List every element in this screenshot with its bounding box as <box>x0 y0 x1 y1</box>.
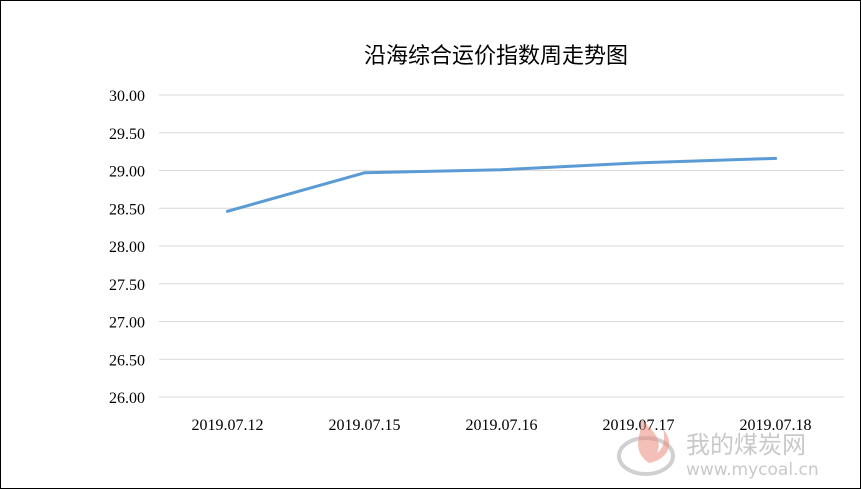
y-tick-label: 29.00 <box>109 164 145 181</box>
data-point <box>637 161 640 165</box>
grid-lines <box>159 94 844 398</box>
watermark-site-name: 我的煤炭网 <box>686 431 806 459</box>
y-tick-label: 28.00 <box>109 239 145 256</box>
x-tick-label: 2019.07.12 <box>192 417 264 434</box>
x-tick-label: 2019.07.16 <box>466 417 538 434</box>
watermark-url: www.mycoal.cn <box>686 460 819 480</box>
watermark: 我的煤炭网 www.mycoal.cn <box>617 419 819 480</box>
data-point <box>774 156 777 160</box>
y-tick-label: 27.00 <box>109 315 145 332</box>
data-point <box>500 168 503 172</box>
x-tick-label: 2019.07.17 <box>603 417 675 434</box>
x-tick-label: 2019.07.18 <box>740 417 812 434</box>
y-tick-label: 26.50 <box>109 352 145 369</box>
series-line <box>226 156 777 213</box>
series-layer <box>226 156 777 213</box>
y-tick-label: 27.50 <box>109 277 145 294</box>
y-tick-label: 29.50 <box>109 126 145 143</box>
y-tick-label: 26.00 <box>109 390 145 407</box>
x-axis-ticks: 2019.07.12 2019.07.15 2019.07.16 2019.07.17… <box>192 417 812 434</box>
data-point <box>363 171 366 175</box>
y-axis-ticks: 30.00 29.50 29.00 28.50 28.00 27.50 27.00 26.50… <box>109 88 145 407</box>
data-point <box>226 209 229 213</box>
x-tick-label: 2019.07.15 <box>329 417 401 434</box>
flame-logo-icon <box>617 419 675 476</box>
chart-title: 沿海综合运价指数周走势图 <box>364 44 628 69</box>
y-tick-label: 30.00 <box>109 88 145 105</box>
y-tick-label: 28.50 <box>109 201 145 218</box>
